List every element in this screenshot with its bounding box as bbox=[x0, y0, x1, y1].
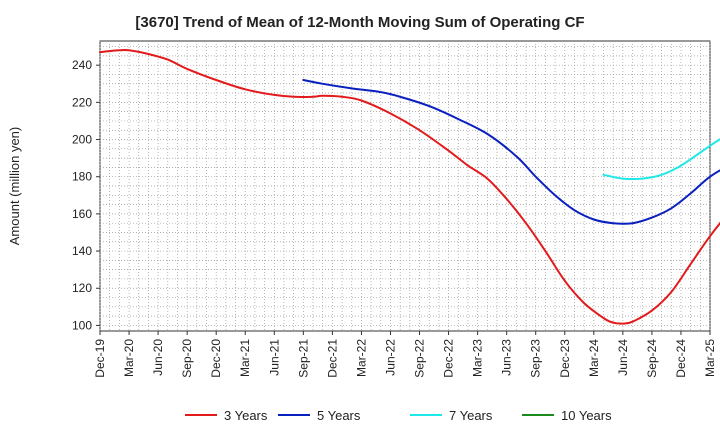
y-tick-label: 140 bbox=[72, 244, 92, 258]
x-tick-label: Dec-24 bbox=[674, 339, 688, 378]
y-tick-label: 240 bbox=[72, 58, 92, 72]
x-tick-label: Jun-21 bbox=[267, 339, 281, 376]
x-tick-label: Jun-24 bbox=[616, 339, 630, 376]
series-line-3-years bbox=[99, 48, 720, 325]
x-tick-label: Mar-22 bbox=[354, 339, 368, 377]
x-tick-label: Dec-21 bbox=[325, 339, 339, 378]
series-layer bbox=[99, 48, 720, 325]
y-tick-label: 160 bbox=[72, 207, 92, 221]
y-tick-label: 220 bbox=[72, 95, 92, 109]
legend-label: 5 Years bbox=[317, 408, 361, 423]
chart-title: [3670] Trend of Mean of 12-Month Moving … bbox=[135, 14, 585, 31]
y-tick-label: 200 bbox=[72, 133, 92, 147]
x-tick-label: Sep-20 bbox=[180, 339, 194, 378]
legend-label: 10 Years bbox=[561, 408, 612, 423]
x-tick-label: Dec-22 bbox=[442, 339, 456, 378]
y-axis-label: Amount (million yen) bbox=[7, 127, 22, 246]
plot-area-border bbox=[99, 40, 711, 332]
x-tick-label: Mar-24 bbox=[587, 339, 601, 377]
x-axis-ticks: Dec-19 Mar-20 Jun-20 Sep-20 Dec-20 Mar-21 Jun-… bbox=[93, 331, 717, 378]
x-tick-label: Dec-20 bbox=[209, 339, 223, 378]
series-line-5-years bbox=[302, 79, 720, 225]
series-line-7-years bbox=[602, 138, 720, 181]
y-tick-label: 120 bbox=[72, 281, 92, 295]
x-tick-label: Sep-21 bbox=[296, 339, 310, 378]
x-tick-label: Jun-22 bbox=[383, 339, 397, 376]
x-tick-label: Mar-23 bbox=[471, 339, 485, 377]
x-tick-label: Sep-22 bbox=[413, 339, 427, 378]
legend-label: 7 Years bbox=[449, 408, 493, 423]
x-tick-label: Mar-21 bbox=[238, 339, 252, 377]
x-tick-label: Sep-23 bbox=[529, 339, 543, 378]
x-tick-label: Mar-25 bbox=[703, 339, 717, 377]
x-tick-label: Sep-24 bbox=[645, 339, 659, 378]
y-tick-label: 100 bbox=[72, 318, 92, 332]
grid-lines bbox=[99, 41, 711, 331]
x-tick-label: Dec-19 bbox=[93, 339, 107, 378]
x-tick-label: Jun-20 bbox=[151, 339, 165, 376]
legend-label: 3 Years bbox=[224, 408, 268, 423]
x-tick-label: Mar-20 bbox=[122, 339, 136, 377]
y-tick-label: 180 bbox=[72, 170, 92, 184]
x-tick-label: Jun-23 bbox=[500, 339, 514, 376]
legend: 3 Years 5 Years 7 Years 10 Years bbox=[185, 408, 612, 423]
x-tick-label: Dec-23 bbox=[558, 339, 572, 378]
y-axis-ticks: 100 120 140 160 180 200 220 240 bbox=[72, 58, 100, 332]
